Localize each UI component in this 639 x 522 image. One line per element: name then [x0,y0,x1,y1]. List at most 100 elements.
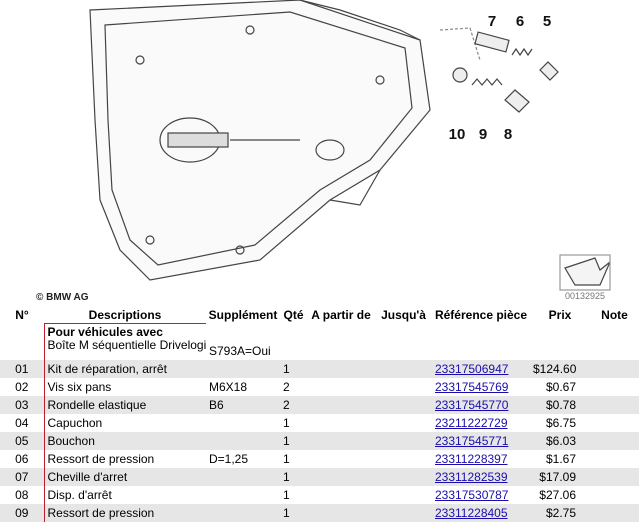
cell: Disp. d'arrêt [43,486,206,504]
cell: 04 [15,416,29,430]
part-row: 08 Disp. d'arrêt 1 23317530787 $27.06 [0,486,639,504]
cell [307,378,375,396]
callout: 10 [449,126,466,143]
cell: 02 [15,380,29,394]
cell: $0.78 [530,396,590,414]
cell: $6.75 [545,416,576,430]
cell: 1 [280,468,307,486]
part-row: 05 Bouchon 1 23317545771 $6.03 [0,432,639,450]
cell: 1 [283,416,290,430]
cell: 2 [280,396,307,414]
cell [0,324,44,361]
cell: 23317545769 [432,378,530,396]
part-row: 07 Cheville d'arret 1 23311282539 $17.09 [0,468,639,486]
callout: 7 [488,13,496,30]
cell: 08 [15,488,29,502]
cell [280,324,307,361]
cell: 23311282539 [432,468,530,486]
callout: 8 [504,126,512,143]
cell [590,432,639,450]
cell [307,504,375,522]
column-header: Prix [548,307,572,322]
part-row: 02 Vis six pans M6X18 2 23317545769 $0.67 [0,378,639,396]
cell [375,468,432,486]
cell: 01 [0,360,44,378]
cell [590,324,639,361]
cell [307,486,375,504]
cell: 07 [0,468,44,486]
part-row: 01 Kit de réparation, arrêt 1 23317506947 $1… [0,360,639,378]
part-link[interactable]: 23311282539 [435,470,508,484]
callout: 9 [479,126,487,143]
copyright: © BMW AG [36,292,89,303]
group-row: Pour véhicules avec Boîte M séquentielle … [0,323,639,361]
cell: 23211222729 [432,414,530,432]
cell: Capuchon [43,414,206,432]
part-link[interactable]: 23317545771 [435,434,509,448]
column-header: Note [601,307,628,322]
parts-diagram: 7 6 5 10 9 8 © BMW AG 00132925 [36,0,611,303]
cell: 1 [283,488,290,502]
column-header: Descriptions [88,307,162,322]
image-id: 00132925 [565,291,605,301]
cell: S793A=Oui [209,344,271,358]
cell: 05 [0,432,44,450]
cell: 09 [0,504,44,522]
part-link[interactable]: 23311228397 [435,452,508,466]
cell [307,468,375,486]
cell [206,468,280,486]
cell: 1 [280,504,307,522]
cell: Cheville d'arret [43,468,206,486]
cell: 1 [283,452,290,466]
cell: 06 [15,452,29,466]
cell: 23317545770 [432,396,530,414]
cell [590,414,639,432]
parts-table: N° Descriptions Supplément Qté A partir de Ju… [0,306,639,522]
column-header: N° [15,307,29,322]
part-link[interactable]: 23317530787 [435,488,509,502]
cell: 23311228397 [432,450,530,468]
cell: 03 [0,396,44,414]
part-link[interactable]: 23317545769 [435,380,509,394]
part-link[interactable]: 23317506947 [435,362,509,376]
cell [590,468,639,486]
cell: Ressort de pression [43,504,206,522]
cell: $124.60 [530,360,590,378]
cell: 23317506947 [432,360,530,378]
part-link[interactable]: 23211222729 [435,416,508,430]
header-row: N° Descriptions Supplément Qté A partir de Ju… [0,306,639,324]
cell: 1 [280,360,307,378]
cell: Kit de réparation, arrêt [43,360,206,378]
cell [590,360,639,378]
cell [432,324,530,361]
cell [206,360,280,378]
cell: 23317545771 [432,432,530,450]
part-row: 04 Capuchon 1 23211222729 $6.75 [0,414,639,432]
cell: M6X18 [209,380,248,394]
cell [375,378,432,396]
cell [206,414,280,432]
cell [530,324,590,361]
cell: $1.67 [545,452,576,466]
part-link[interactable]: 23317545770 [435,398,509,412]
cell [307,450,375,468]
cell: $6.03 [530,432,590,450]
cell [590,378,639,396]
callout: 5 [543,13,551,30]
cell: Vis six pans [43,378,206,396]
column-header: A partir de [311,307,371,322]
cell [206,432,280,450]
part-link[interactable]: 23311228405 [435,506,508,520]
cell: Bouchon [43,432,206,450]
cell [375,360,432,378]
cell: $0.67 [545,380,576,394]
cell: Rondelle elastique [43,396,206,414]
cell [375,450,432,468]
cell: $27.06 [539,488,576,502]
cell: 23311228405 [432,504,530,522]
cell: 23317530787 [432,486,530,504]
cell [375,324,432,361]
part-row: 03 Rondelle elastique B6 2 23317545770 $0.78 [0,396,639,414]
cell [375,414,432,432]
